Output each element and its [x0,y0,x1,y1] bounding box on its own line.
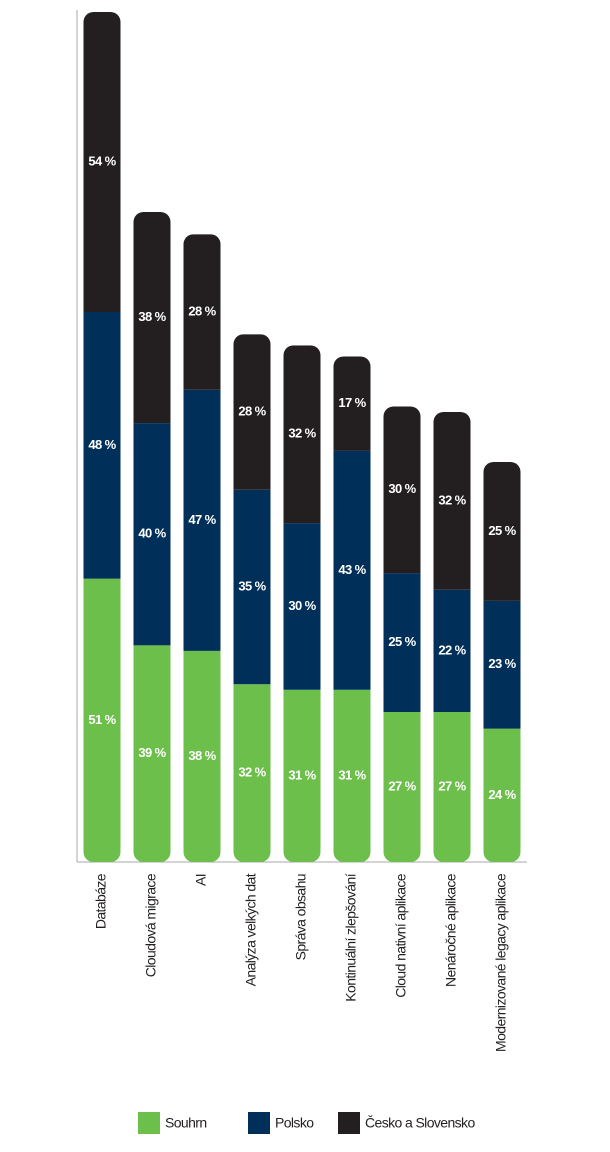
bar-stack [333,356,371,862]
x-tick-label: Správa obsahu [293,874,309,960]
value-label: 27 % [438,778,466,793]
x-tick-label: Databáze [93,873,109,929]
bar-stack [233,334,271,862]
bar-segment [383,712,421,862]
legend-swatch [138,1112,160,1134]
value-label: 30 % [288,598,316,613]
bar-segment [483,728,521,862]
bar-segment [233,489,271,685]
value-label: 31 % [288,767,316,782]
bar-segment [233,334,271,490]
bar-segment [83,312,121,579]
bar-segment [183,389,221,651]
bar-stack [483,462,521,862]
bar-segment [283,689,321,862]
bar-segment [433,712,471,862]
bar-segment [433,412,471,590]
value-label: 39 % [138,745,166,760]
value-label: 38 % [188,748,216,763]
bar-segment [83,12,121,312]
value-label: 51 % [88,712,116,727]
value-label: 22 % [438,642,466,657]
bar-segment [183,234,221,390]
legend-swatch [338,1112,360,1134]
value-label: 23 % [488,656,516,671]
bar-segment [233,684,271,862]
value-label: 31 % [338,767,366,782]
legend-label: Polsko [275,1115,314,1131]
bar-stack [183,234,221,862]
bar-segment [283,345,321,524]
bar-segment [333,689,371,862]
x-tick-label: Kontinuální zlepšování [343,873,359,1001]
x-tick-label: Analýza velkých dat [243,873,259,986]
bar-stack [133,212,171,862]
bar-stack [383,406,421,862]
bar-segment [383,406,421,574]
bar-segment [383,573,421,712]
value-label: 54 % [88,153,116,168]
value-label: 25 % [488,523,516,538]
bar-segment [83,578,121,862]
value-label: 27 % [388,778,416,793]
bar-segment [133,212,171,424]
bar-segment [483,462,521,601]
value-label: 35 % [238,578,266,593]
legend-label: Souhrn [165,1115,207,1131]
bar-segment [333,356,371,451]
x-tick-label: Nenáročné aplikace [443,873,459,987]
legend-label: Česko a Slovensko [365,1115,475,1131]
value-label: 28 % [238,403,266,418]
value-label: 32 % [438,492,466,507]
bar-segment [133,423,171,646]
value-label: 47 % [188,512,216,527]
bar-segment [483,600,521,729]
value-label: 38 % [138,309,166,324]
value-label: 24 % [488,787,516,802]
x-tick-label: Cloudová migrace [143,873,159,977]
value-label: 48 % [88,437,116,452]
bar-stack [83,12,121,862]
value-label: 28 % [188,303,216,318]
value-label: 25 % [388,634,416,649]
x-tick-label: AI [193,874,209,886]
legend-swatch [248,1112,270,1134]
value-label: 32 % [238,765,266,780]
bar-stack [283,345,321,862]
bar-segment [283,523,321,690]
bar-stack [433,412,471,862]
value-label: 43 % [338,562,366,577]
value-label: 40 % [138,526,166,541]
bar-segment [333,450,371,690]
x-tick-label: Cloud nativní aplikace [393,873,409,998]
value-label: 17 % [338,395,366,410]
bar-segment [133,645,171,862]
value-label: 32 % [288,426,316,441]
value-label: 30 % [388,481,416,496]
x-tick-label: Modernizované legacy aplikace [493,873,509,1052]
bar-segment [183,650,221,862]
bar-segment [433,589,471,712]
